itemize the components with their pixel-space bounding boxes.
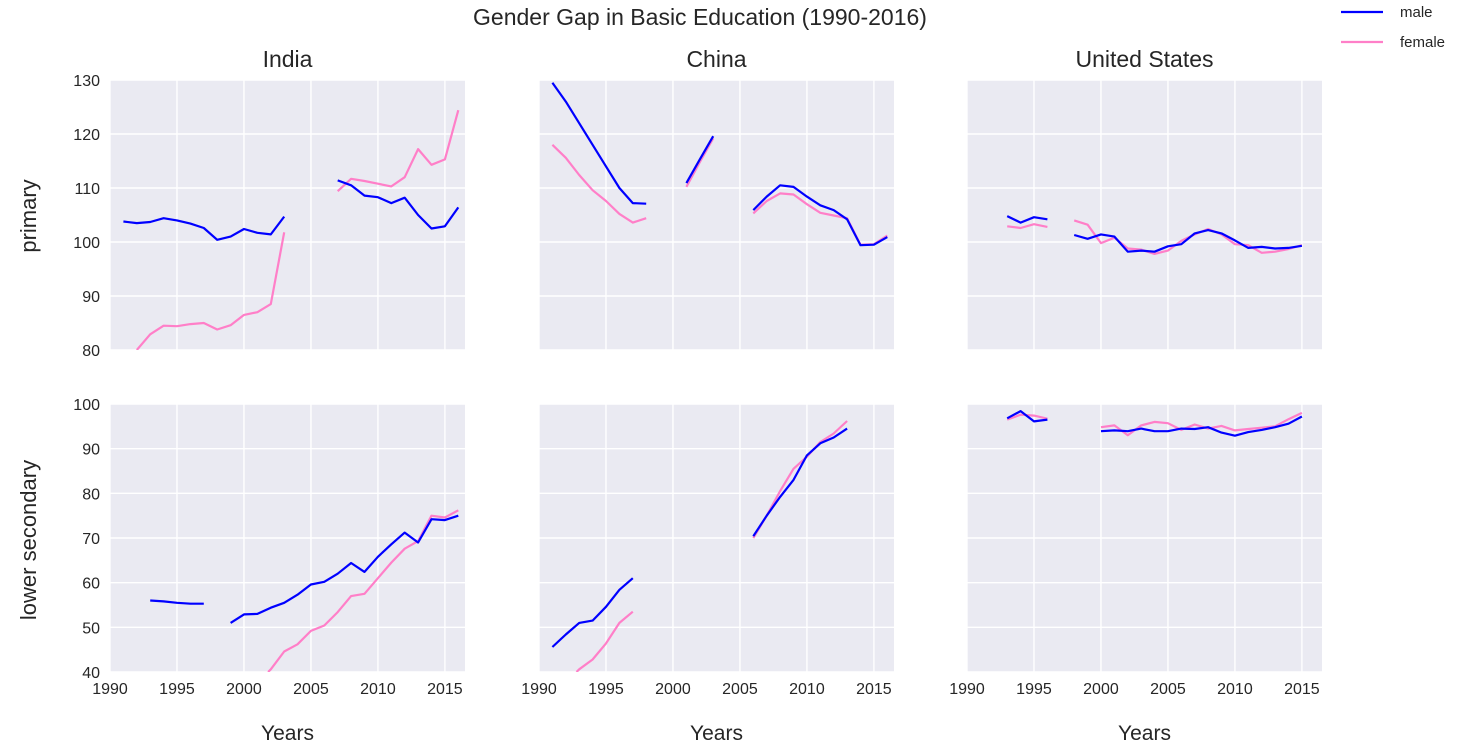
row-label-primary: primary [16,179,41,252]
y-tick-label: 110 [74,181,100,198]
series-line-male-united-states-lower-secondary [1006,410,1048,423]
x-tick-label: 2010 [1217,681,1253,698]
series-group-india-lower-secondary [150,509,459,672]
y-tick-label: 80 [82,343,100,360]
x-axis-label-united-states: Years [1118,722,1171,745]
plot-background-india-primary [110,80,465,350]
series-group-china-lower-secondary [551,420,848,672]
series-line-male-india-primary [337,179,460,230]
x-axis-label-india: Years [261,722,314,745]
panel-china-lower-secondary: 1990 1995 2000 2005 2010 2015 [521,403,894,698]
series-line-male-china-lower-secondary [752,427,848,537]
series-line-male-china-lower-secondary [551,577,634,648]
series-line-male-china-primary [551,82,647,205]
series-group-united-states-lower-secondary [1006,410,1303,437]
panel-india-primary: 80 90 100 110 120 130 [73,73,465,360]
x-tick-label: 1990 [92,681,128,698]
y-tick-label: 100 [73,397,100,414]
series-line-male-united-states-lower-secondary [1100,415,1303,437]
series-line-male-china-primary [752,184,888,247]
series-line-female-india-primary [135,232,286,350]
x-tick-label: 1995 [1016,681,1052,698]
series-line-male-india-primary [123,215,286,241]
column-title-united-states: United States [1075,46,1213,72]
series-group-india-primary [123,109,460,350]
series-line-female-china-primary [685,137,715,188]
legend-label-male: male [1400,4,1433,21]
x-tick-label: 2000 [1083,681,1119,698]
x-tick-label: 1995 [159,681,195,698]
y-tick-label: 40 [82,665,100,682]
x-axis-label-china: Years [690,722,743,745]
series-line-female-china-primary [551,144,647,224]
x-tick-label: 2010 [789,681,825,698]
y-tick-label: 70 [82,531,100,548]
x-tick-label: 2015 [856,681,892,698]
series-line-female-india-primary [336,109,460,193]
plot-background-united-states-primary [967,80,1322,350]
y-tick-label: 120 [73,127,100,144]
y-tick-label: 130 [73,73,100,90]
row-label-lower-secondary: lower secondary [16,460,41,620]
x-tick-label: 2000 [655,681,691,698]
y-tick-label: 100 [73,235,100,252]
x-tick-label: 2005 [293,681,329,698]
panel-india-lower-secondary: 40 50 60 70 80 90 100 1990 1995 2000 2005 2010 2015 [73,397,465,698]
series-group-united-states-primary [1006,215,1303,255]
panels: 80 90 100 110 120 130 40 50 60 70 80 90 100 1990 1995 2… [73,73,1322,698]
x-tick-label: 1995 [588,681,624,698]
series-line-male-china-primary [685,135,715,184]
x-tick-label: 2000 [226,681,262,698]
y-tick-label: 60 [82,576,100,593]
x-tick-label: 2015 [1284,681,1320,698]
legend-label-female: female [1400,34,1445,51]
series-line-female-china-lower-secondary [575,610,634,672]
series-line-male-united-states-primary [1073,229,1303,253]
panel-china-primary [538,79,894,351]
y-tick-label: 80 [82,486,100,503]
legend: male female [1341,4,1445,51]
series-line-male-united-states-primary [1006,215,1048,224]
x-tick-label: 2015 [427,681,463,698]
x-tick-label: 2005 [722,681,758,698]
panel-united-states-primary [966,79,1322,351]
x-tick-label: 2010 [360,681,396,698]
series-line-female-united-states-primary [1007,223,1048,230]
panel-united-states-lower-secondary: 1990 1995 2000 2005 2010 2015 [949,403,1322,698]
x-tick-label: 1990 [521,681,557,698]
y-tick-label: 90 [82,442,100,459]
chart-title: Gender Gap in Basic Education (1990-2016… [473,4,927,30]
series-line-female-india-lower-secondary [267,509,459,672]
column-title-china: China [686,46,746,72]
column-title-india: India [263,46,313,72]
series-group-china-primary [551,82,888,247]
y-tick-label: 50 [82,620,100,637]
series-line-male-india-lower-secondary [230,514,459,624]
x-tick-label: 2005 [1150,681,1186,698]
series-line-male-india-lower-secondary [150,599,204,605]
x-tick-label: 1990 [949,681,985,698]
y-tick-label: 90 [82,289,100,306]
